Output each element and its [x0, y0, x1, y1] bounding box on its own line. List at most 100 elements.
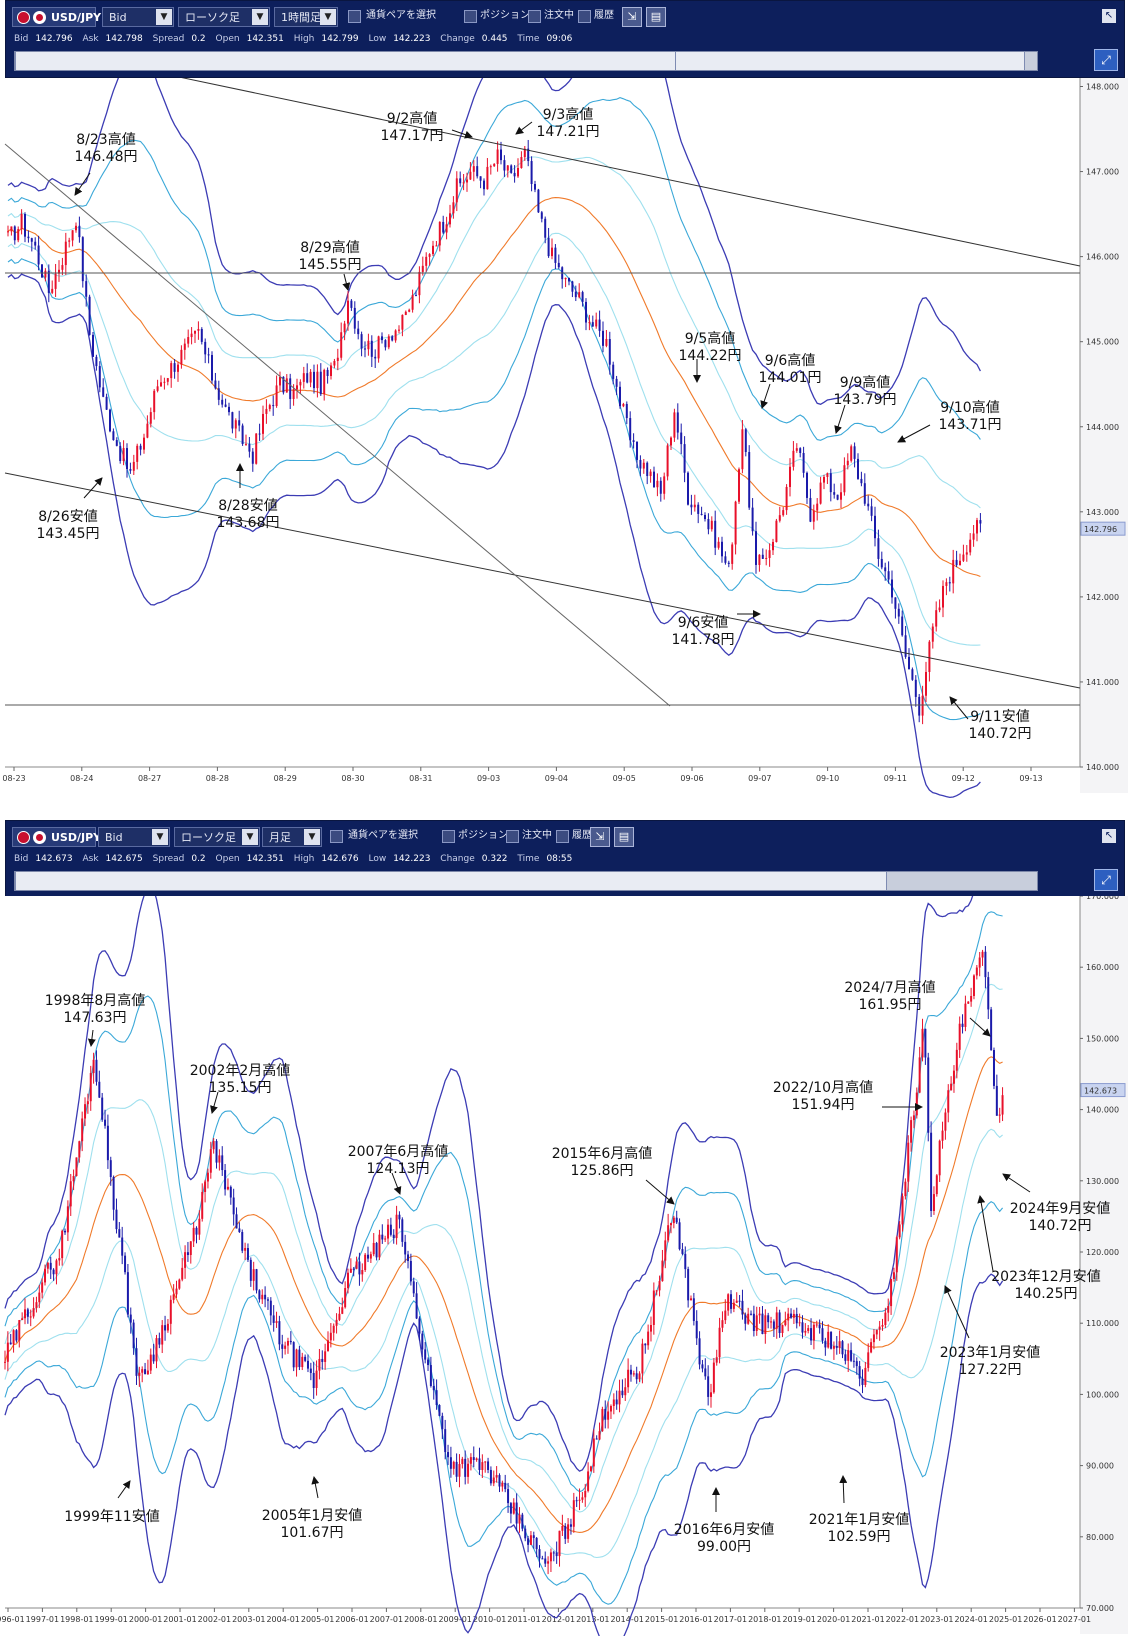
- pair-select-label: 通貨ペアを選択: [348, 830, 418, 841]
- candle: [731, 544, 734, 564]
- navigator-selection[interactable]: [675, 52, 1025, 70]
- hourly-candlestick-chart[interactable]: 148.000 147.000 146.000 145.000 144.000 143.0…: [0, 78, 1128, 818]
- candle: [38, 1292, 41, 1303]
- annotation-label: 9/3高値: [543, 106, 594, 123]
- candle: [241, 425, 244, 444]
- orders-checkbox[interactable]: [506, 830, 519, 843]
- candle: [47, 270, 50, 293]
- candle: [781, 1325, 784, 1333]
- time-tick-label: 2012-01: [542, 1615, 575, 1624]
- timeframe-select[interactable]: 1時間足 ▼: [274, 7, 338, 27]
- candle: [785, 486, 788, 511]
- candle: [329, 1332, 332, 1341]
- candle: [163, 381, 166, 383]
- annotation-label: 1999年11安値: [64, 1509, 159, 1525]
- range-navigator[interactable]: [14, 871, 1038, 891]
- candle: [622, 403, 625, 407]
- candle: [734, 501, 737, 545]
- time-tick-label: 08-27: [138, 774, 161, 783]
- candle: [687, 1269, 690, 1301]
- candle: [884, 1312, 887, 1326]
- settings-panel-icon[interactable]: ▤: [646, 7, 666, 27]
- candle: [632, 1373, 635, 1375]
- candle: [638, 1373, 641, 1380]
- expand-icon[interactable]: ⤢: [1094, 869, 1118, 891]
- annotation-price: 147.17円: [381, 128, 444, 144]
- candle: [489, 166, 492, 168]
- bollinger-band-1sigma-upper: [7, 156, 981, 509]
- history-checkbox[interactable]: [578, 10, 591, 23]
- candle: [389, 1224, 392, 1235]
- candle: [965, 552, 968, 555]
- candle: [567, 1524, 570, 1539]
- time-tick-label: 2020-01: [817, 1615, 850, 1624]
- symbol-selector[interactable]: USD/JPY: [12, 827, 101, 847]
- candle: [810, 1328, 813, 1341]
- candle: [201, 1191, 204, 1219]
- candle: [427, 1359, 430, 1366]
- annotation-price: 144.01円: [759, 370, 822, 386]
- candle: [843, 465, 846, 493]
- time-tick-label: 09-04: [545, 774, 568, 783]
- candle: [204, 1181, 207, 1192]
- candle: [391, 336, 394, 341]
- candle: [615, 378, 618, 387]
- chart-style-select[interactable]: ローソク足 ▼: [178, 7, 270, 27]
- candle: [712, 1362, 715, 1393]
- candle: [64, 241, 67, 266]
- candle: [591, 322, 594, 327]
- chart-tool-icon[interactable]: ⇲: [622, 7, 642, 27]
- symbol-selector[interactable]: USD/JPY: [12, 7, 101, 27]
- candle: [330, 365, 332, 376]
- candle: [401, 1219, 404, 1242]
- price-type-select[interactable]: Bid ▼: [102, 7, 174, 27]
- candle: [701, 1364, 704, 1369]
- candle: [234, 420, 237, 429]
- candle: [180, 349, 183, 365]
- orders-checkbox[interactable]: [528, 10, 541, 23]
- navigator-selection[interactable]: [15, 872, 887, 890]
- candle: [272, 1315, 275, 1323]
- chevron-down-icon: ▼: [242, 829, 258, 845]
- candle: [479, 176, 482, 181]
- pair-select-checkbox[interactable]: [330, 830, 343, 843]
- pair-select-checkbox[interactable]: [348, 10, 361, 23]
- candle: [975, 967, 978, 976]
- position-checkbox[interactable]: [442, 830, 455, 843]
- candle: [512, 1502, 515, 1514]
- candle: [444, 1429, 447, 1453]
- candle: [911, 669, 914, 680]
- price-type-select[interactable]: Bid ▼: [98, 827, 170, 847]
- history-checkbox[interactable]: [556, 830, 569, 843]
- range-navigator[interactable]: [14, 51, 1038, 71]
- chart-tool-icon[interactable]: ⇲: [590, 827, 610, 847]
- candle: [476, 166, 479, 177]
- position-checkbox[interactable]: [464, 10, 477, 23]
- collapse-icon[interactable]: ↖: [1102, 9, 1116, 23]
- candle: [707, 1376, 710, 1397]
- timeframe-select[interactable]: 月足 ▼: [262, 827, 322, 847]
- monthly-candlestick-chart[interactable]: 170.000 160.000 150.000 140.000 130.000 120.0…: [0, 896, 1128, 1636]
- time-tick-label: 2017-01: [714, 1615, 747, 1624]
- time-tick-label: 1997-01: [26, 1615, 59, 1624]
- candle: [589, 1466, 592, 1472]
- chart-style-select[interactable]: ローソク足 ▼: [174, 827, 260, 847]
- candle: [574, 291, 577, 298]
- candle: [748, 452, 751, 508]
- candle: [231, 412, 234, 429]
- price-tick-label: 70.000: [1086, 1604, 1114, 1613]
- candle: [323, 369, 326, 395]
- candle: [289, 1340, 292, 1343]
- bollinger-band-1sigma-upper: [4, 983, 1003, 1513]
- expand-icon[interactable]: ⤢: [1094, 49, 1118, 71]
- candle: [755, 531, 757, 565]
- time-tick-label: 1998-01: [60, 1615, 93, 1624]
- monthly-chart-panel: USD/JPY Bid ▼ ローソク足 ▼ 月足 ▼ 通貨ペアを選択 ポジション 注文…: [0, 820, 1128, 1636]
- time-tick-label: 2016-01: [679, 1615, 712, 1624]
- settings-panel-icon[interactable]: ▤: [614, 827, 634, 847]
- candle: [914, 679, 917, 697]
- bollinger-band-2sigma-upper: [4, 911, 1003, 1493]
- collapse-icon[interactable]: ↖: [1102, 829, 1116, 843]
- candle: [524, 1528, 527, 1539]
- candle: [921, 1028, 924, 1058]
